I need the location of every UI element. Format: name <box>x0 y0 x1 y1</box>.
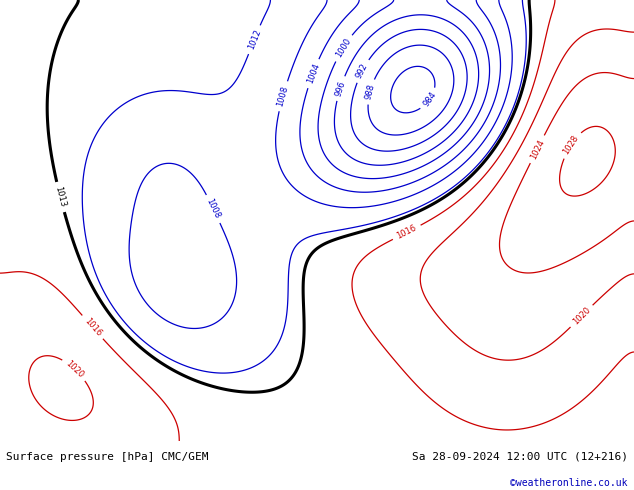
Text: Surface pressure [hPa] CMC/GEM: Surface pressure [hPa] CMC/GEM <box>6 452 209 462</box>
Text: 1020: 1020 <box>571 306 592 327</box>
Text: 1004: 1004 <box>305 62 321 85</box>
Text: 996: 996 <box>333 79 347 98</box>
Text: 1020: 1020 <box>64 359 86 380</box>
Text: 1013: 1013 <box>53 186 67 208</box>
Text: 1000: 1000 <box>334 37 353 59</box>
Text: 1016: 1016 <box>82 316 103 338</box>
Text: 1008: 1008 <box>276 85 290 107</box>
Text: 1028: 1028 <box>562 133 581 156</box>
Text: 1008: 1008 <box>205 197 222 220</box>
Text: 992: 992 <box>354 62 370 80</box>
Text: 988: 988 <box>364 83 377 100</box>
Text: 984: 984 <box>422 90 438 109</box>
Text: 1012: 1012 <box>246 28 262 51</box>
Text: ©weatheronline.co.uk: ©weatheronline.co.uk <box>510 478 628 488</box>
Text: 1024: 1024 <box>529 138 546 161</box>
Text: Sa 28-09-2024 12:00 UTC (12+216): Sa 28-09-2024 12:00 UTC (12+216) <box>411 452 628 462</box>
Text: 1016: 1016 <box>396 223 418 241</box>
